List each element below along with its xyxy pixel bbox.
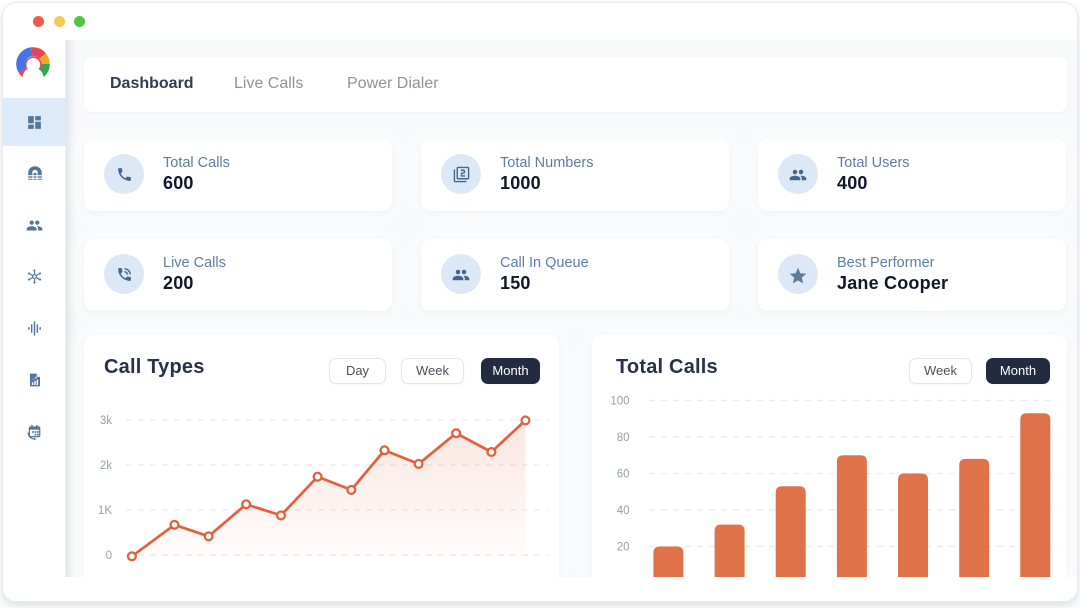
svg-text:2k: 2k	[100, 460, 112, 472]
svg-text:80: 80	[617, 432, 630, 444]
svg-text:3k: 3k	[100, 415, 112, 427]
svg-text:40: 40	[617, 505, 630, 517]
svg-text:100: 100	[610, 396, 629, 408]
svg-text:0: 0	[106, 550, 112, 562]
svg-text:60: 60	[617, 469, 630, 481]
svg-text:20: 20	[617, 542, 630, 554]
svg-text:1K: 1K	[98, 505, 112, 517]
